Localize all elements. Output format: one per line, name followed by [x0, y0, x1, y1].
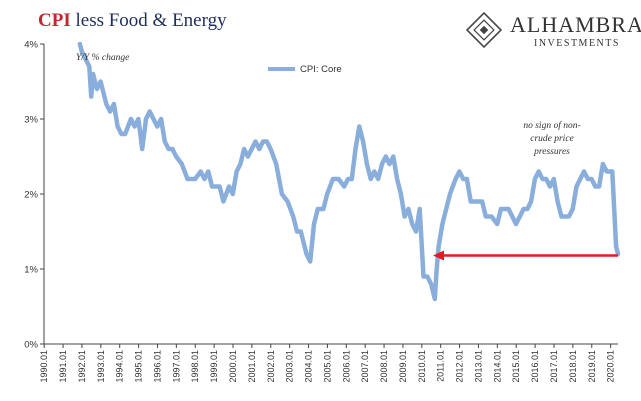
- x-tick-label: 2006.01: [341, 350, 351, 383]
- chart-title: CPI less Food & Energy: [38, 10, 227, 32]
- diamond-logo-icon: [465, 11, 503, 49]
- x-tick-label: 1990.01: [39, 350, 49, 383]
- x-tick-label: 2012.01: [455, 350, 465, 383]
- x-tick-label: 1994.01: [115, 350, 125, 383]
- x-tick-label: 2003.01: [285, 350, 295, 383]
- y-tick-label: 2%: [24, 190, 38, 201]
- x-tick-label: 1991.01: [58, 350, 68, 383]
- arrow: [432, 250, 618, 261]
- series-line-cpi-core: [77, 41, 621, 302]
- y-tick-label: 4%: [24, 40, 38, 51]
- annotation-line: pressures: [533, 147, 570, 157]
- y-tick-label: 0%: [24, 340, 38, 351]
- x-tick-label: 2011.01: [436, 350, 446, 382]
- x-tick-label: 1992.01: [77, 350, 87, 383]
- x-tick-label: 2018.01: [568, 350, 578, 383]
- x-tick-label: 1999.01: [209, 350, 219, 383]
- y-tick-label: 3%: [24, 115, 38, 126]
- x-tick-label: 1997.01: [171, 350, 181, 383]
- logo-brand-text: ALHAMBRA: [510, 12, 641, 37]
- x-tick-label: 1993.01: [96, 350, 106, 383]
- arrow-head: [432, 250, 444, 261]
- x-tick-label: 2015.01: [511, 350, 521, 383]
- x-tick-label: 2005.01: [322, 350, 332, 383]
- x-axis-ticks: 1990.01 1991.01 1992.01 1993.01 1994.01 1995.…: [39, 344, 616, 383]
- x-tick-label: 2010.01: [417, 350, 427, 383]
- x-tick-label: 1995.01: [134, 350, 144, 383]
- plot-area: [77, 41, 621, 302]
- y-axis-label: Y/Y % change: [76, 53, 129, 63]
- x-tick-label: 2007.01: [360, 350, 370, 383]
- x-tick-label: 2019.01: [587, 350, 597, 383]
- x-tick-label: 1996.01: [152, 350, 162, 383]
- annotation: no sign of non-crude price pressures: [523, 120, 580, 157]
- x-tick-label: 2020.01: [606, 350, 616, 383]
- x-tick-label: 2000.01: [228, 350, 238, 383]
- title-cpi: CPI: [38, 10, 71, 31]
- x-tick-label: 2014.01: [492, 350, 502, 383]
- x-tick-label: 2001.01: [247, 350, 257, 383]
- title-rest: less Food & Energy: [70, 10, 227, 31]
- legend: CPI: Core: [268, 64, 342, 75]
- x-tick-label: 1998.01: [190, 350, 200, 383]
- x-tick-label: 2009.01: [398, 350, 408, 383]
- x-tick-label: 2004.01: [304, 350, 314, 383]
- x-tick-label: 2017.01: [549, 350, 559, 383]
- annotation-line: crude price: [530, 134, 574, 144]
- y-tick-label: 1%: [24, 265, 38, 276]
- brand-logo: ALHAMBRA INVESTMENTS: [464, 10, 641, 50]
- x-tick-label: 2016.01: [530, 350, 540, 383]
- x-tick-label: 2002.01: [266, 350, 276, 383]
- x-tick-label: 2013.01: [473, 350, 483, 383]
- x-tick-label: 2008.01: [379, 350, 389, 383]
- logo-sub-text: INVESTMENTS: [534, 38, 620, 49]
- y-axis-ticks: 0% 1% 2% 3% 4%: [24, 40, 44, 351]
- annotation-line: no sign of non-: [523, 120, 580, 131]
- legend-label: CPI: Core: [300, 64, 342, 75]
